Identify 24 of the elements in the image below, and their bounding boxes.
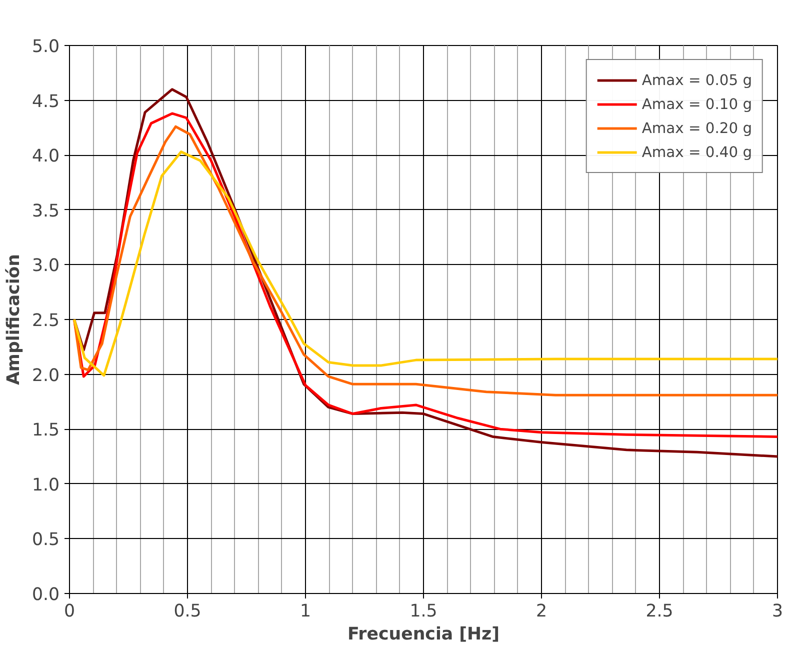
x-tick-label: 1	[300, 602, 312, 622]
legend-label: Amax = 0.40 g	[642, 144, 752, 160]
y-tick-label: 4.0	[32, 146, 60, 167]
legend-label: Amax = 0.20 g	[642, 120, 752, 136]
x-tick-label: 0	[64, 602, 76, 622]
x-tick-label: 3	[772, 602, 784, 622]
x-axis-title: Frecuencia [Hz]	[347, 624, 500, 644]
legend-label: Amax = 0.05 g	[642, 72, 752, 88]
y-tick-label: 2.5	[32, 311, 60, 331]
y-tick-label: 2.0	[32, 366, 60, 386]
y-tick-label: 3.0	[32, 256, 60, 276]
y-tick-label: 0.5	[32, 530, 60, 550]
y-tick-label: 1.5	[32, 420, 60, 441]
y-tick-label: 4.5	[32, 92, 60, 112]
y-tick-label: 3.5	[32, 201, 60, 222]
y-tick-label: 1.0	[32, 475, 60, 496]
y-axis-title: Amplificación	[4, 254, 24, 386]
x-tick-label: 2.5	[646, 602, 674, 622]
x-tick-label: 2	[536, 602, 548, 622]
y-tick-label: 0.0	[32, 585, 60, 605]
x-tick-label: 0.5	[174, 602, 202, 622]
x-tick-label: 1.5	[410, 602, 438, 622]
y-tick-label: 5.0	[32, 37, 60, 57]
legend-label: Amax = 0.10 g	[642, 96, 752, 112]
